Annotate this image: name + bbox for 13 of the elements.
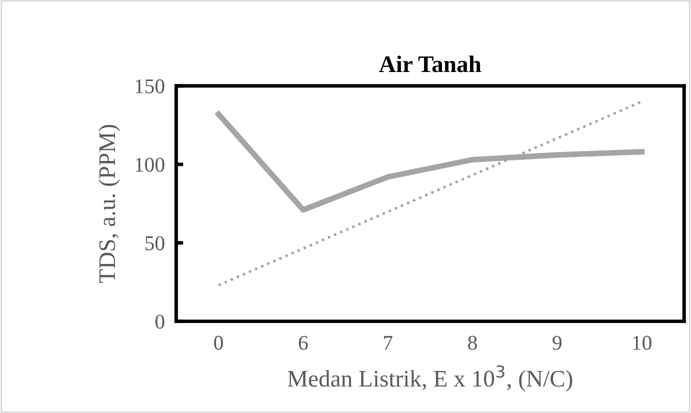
- x-tick-label: 0: [214, 336, 223, 350]
- x-tick-label: 9: [552, 336, 562, 350]
- x-axis-title: Medan Listrik, E x 10$^{3}$, (N/C): [288, 365, 572, 392]
- x-tick-label: 10: [633, 336, 652, 350]
- chart-title: Air Tanah: [379, 56, 482, 72]
- y-tick-label: 0: [155, 314, 164, 329]
- y-tick-label: 50: [145, 236, 164, 250]
- y-tick-label: 150: [136, 79, 164, 94]
- x-tick-label: 6: [298, 336, 308, 350]
- x-tick-label: 8: [468, 336, 477, 350]
- y-axis-title: TDS, a.u. (PPM): [98, 124, 120, 283]
- x-tick-label: 7: [384, 336, 392, 350]
- y-tick-label: 100: [136, 158, 164, 172]
